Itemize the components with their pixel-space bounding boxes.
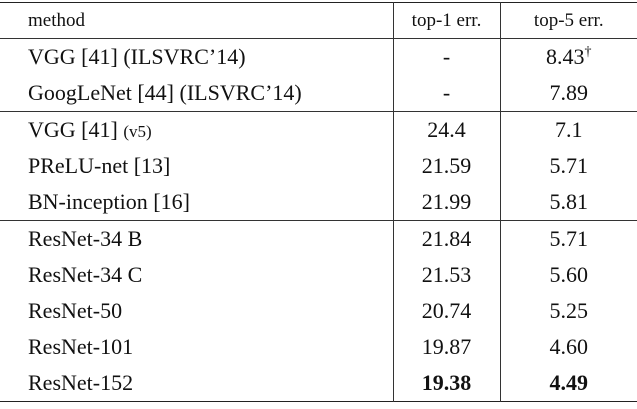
cell-text: 7.1 <box>555 117 583 142</box>
value-cell: 21.84 <box>392 220 500 257</box>
cell-text: PReLU-net [13] <box>28 153 171 178</box>
cell-text: BN-inception [16] <box>28 189 190 214</box>
header-row: method top-1 err. top-5 err. <box>0 2 637 39</box>
cell-text: 19.87 <box>421 334 472 359</box>
value-cell: 4.49 <box>499 365 637 402</box>
method-cell: ResNet-34 B <box>0 220 393 257</box>
value-cell: 5.25 <box>499 293 637 329</box>
cell-text: 4.60 <box>549 334 589 359</box>
cell-text: GoogLeNet [44] (ILSVRC’14) <box>28 80 302 105</box>
value-cell: 19.38 <box>392 365 500 402</box>
header-cell: method <box>28 9 85 31</box>
value-cell: 4.60 <box>499 329 637 365</box>
method-cell: PReLU-net [13] <box>0 148 393 184</box>
value-cell: 7.89 <box>499 75 637 112</box>
method-cell: VGG [41] (ILSVRC’14) <box>0 38 393 75</box>
table-body: VGG [41] (ILSVRC’14) -8.43† GoogLeNet [44]… <box>0 38 637 402</box>
cell-text: ResNet-50 <box>28 298 123 323</box>
cell-note: (v5) <box>123 122 152 141</box>
value-cell: 7.1 <box>499 111 637 148</box>
cell-text: 5.25 <box>549 298 589 323</box>
header-cell: top-1 err. <box>392 2 500 39</box>
table-row: ResNet-152 19.38 4.49 <box>0 365 637 402</box>
cell-text: ResNet-34 B <box>28 226 143 251</box>
cell-text: 21.53 <box>421 262 472 287</box>
cell-text: - <box>442 44 451 69</box>
value-cell: 19.87 <box>392 329 500 365</box>
table-row: PReLU-net [13] 21.59 5.71 <box>0 148 637 184</box>
cell-text: 4.49 <box>549 370 589 395</box>
table-row: BN-inception [16] 21.99 5.81 <box>0 184 637 221</box>
method-cell: VGG [41] (v5) <box>0 111 393 148</box>
table-header: method top-1 err. top-5 err. <box>0 2 637 39</box>
table-row: GoogLeNet [44] (ILSVRC’14) - 7.89 <box>0 75 637 112</box>
table-row: VGG [41] (ILSVRC’14) - 8.43† <box>0 38 637 75</box>
value-cell: 5.71 <box>499 220 637 257</box>
footnote-mark: † <box>584 44 592 60</box>
cell-text: 19.38 <box>421 370 472 395</box>
results-table: method top-1 err. top-5 err. VGG [41] (I… <box>0 2 637 402</box>
value-cell: 24.4 <box>392 111 500 148</box>
cell-text: 7.89 <box>549 80 589 105</box>
cell-text: ResNet-101 <box>28 334 134 359</box>
value-cell: - <box>392 38 500 75</box>
table-row: ResNet-50 20.74 5.25 <box>0 293 637 329</box>
header-cell: top-5 err. <box>499 2 637 39</box>
method-cell: ResNet-34 C <box>0 257 393 293</box>
cell-text: 21.59 <box>421 153 472 178</box>
value-cell: 21.59 <box>392 148 500 184</box>
cell-text: 5.60 <box>549 262 589 287</box>
method-cell: GoogLeNet [44] (ILSVRC’14) <box>0 75 393 112</box>
cell-text: ResNet-152 <box>28 370 134 395</box>
value-cell: 5.81 <box>499 184 637 221</box>
method-cell: BN-inception [16] <box>0 184 393 221</box>
cell-text: ResNet-34 C <box>28 262 143 287</box>
value-cell: 21.53 <box>392 257 500 293</box>
value-cell: 21.99 <box>392 184 500 221</box>
cell-text: VGG [41] <box>28 117 118 142</box>
value-cell: 20.74 <box>392 293 500 329</box>
value-cell: 5.60 <box>499 257 637 293</box>
cell-text: 5.81 <box>549 189 589 214</box>
table-row: ResNet-34 C 21.53 5.60 <box>0 257 637 293</box>
table-row: VGG [41] (v5) 24.4 7.1 <box>0 111 637 148</box>
cell-text: VGG [41] (ILSVRC’14) <box>28 44 246 69</box>
table-row: ResNet-101 19.87 4.60 <box>0 329 637 365</box>
cell-text: 24.4 <box>427 117 466 142</box>
cell-text: 21.99 <box>421 189 472 214</box>
cell-text: 8.43 <box>546 44 585 69</box>
value-cell: 8.43† <box>499 38 637 75</box>
cell-text: 5.71 <box>549 226 589 251</box>
cell-text: 20.74 <box>421 298 472 323</box>
value-cell: - <box>392 75 500 112</box>
cell-text: - <box>442 80 451 105</box>
table-row: ResNet-34 B 21.84 5.71 <box>0 220 637 257</box>
method-cell: ResNet-50 <box>0 293 393 329</box>
method-cell: ResNet-152 <box>0 365 393 402</box>
cell-text: 5.71 <box>549 153 589 178</box>
method-cell: ResNet-101 <box>0 329 393 365</box>
value-cell: 5.71 <box>499 148 637 184</box>
cell-text: 21.84 <box>421 226 472 251</box>
